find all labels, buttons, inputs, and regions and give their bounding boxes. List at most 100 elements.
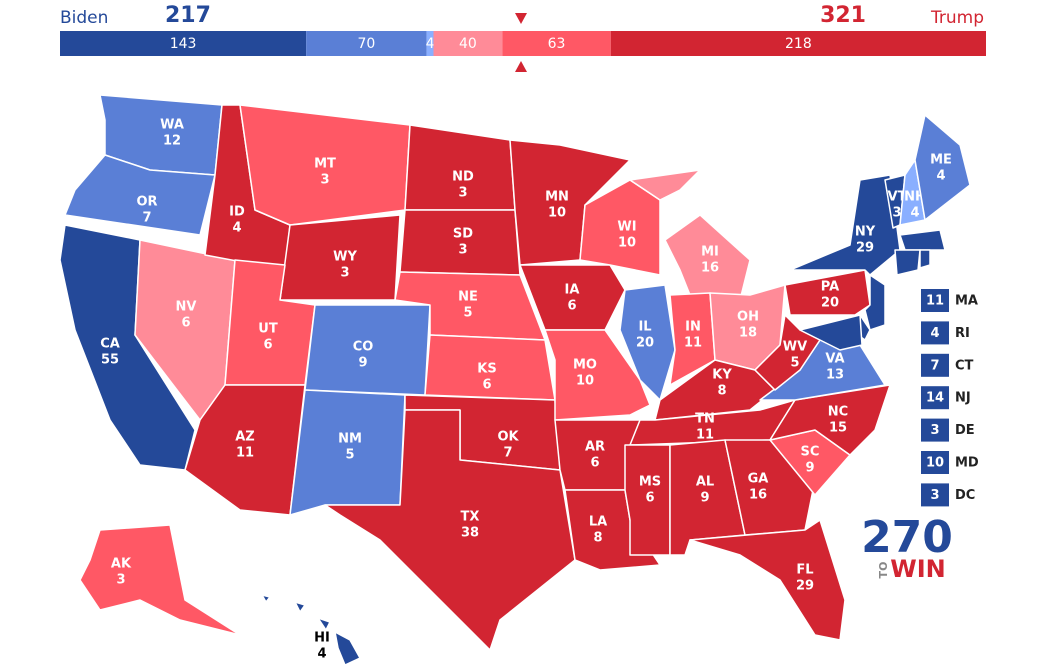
small-state-abbr: DE	[955, 423, 975, 438]
state-abbr: NV	[176, 300, 197, 315]
bar-segment	[433, 31, 503, 56]
state-abbr: KS	[477, 362, 496, 377]
small-state-box	[921, 418, 949, 442]
state-abbr: IN	[685, 320, 701, 335]
state-votes: 3	[458, 186, 467, 201]
small-state-votes: 3	[930, 488, 939, 503]
state-votes: 4	[936, 169, 945, 184]
state-abbr: MT	[314, 157, 336, 172]
logo-win: WIN	[890, 555, 946, 583]
state-votes: 6	[590, 456, 599, 471]
state-votes: 20	[636, 336, 654, 351]
map: WA12OR7CA55NV6ID4MT3WY3UT6AZ11CO9NM5ND3S…	[59, 94, 971, 666]
state-abbr: FL	[796, 563, 813, 578]
state	[769, 384, 891, 456]
state-votes: 11	[696, 428, 714, 443]
state-votes: 10	[576, 374, 594, 389]
state-votes: 6	[181, 316, 190, 331]
bar-segment	[426, 31, 434, 56]
state-abbr: VA	[825, 352, 844, 367]
small-state-votes: 14	[926, 391, 944, 406]
state-abbr: CA	[100, 337, 120, 352]
state-abbr: LA	[589, 515, 607, 530]
state-abbr: AZ	[235, 430, 255, 445]
state	[894, 249, 921, 276]
right-total: 321	[820, 3, 866, 28]
state-votes: 38	[461, 526, 479, 541]
small-state-box	[921, 483, 949, 507]
state-votes: 10	[618, 236, 636, 251]
state-votes: 3	[458, 243, 467, 258]
state-abbr: MS	[639, 475, 661, 490]
state	[317, 617, 331, 631]
state-abbr: KY	[712, 368, 732, 383]
state-abbr: NE	[458, 290, 478, 305]
state	[629, 169, 701, 201]
bar-segment	[610, 31, 986, 56]
state	[789, 174, 901, 276]
state-abbr: UT	[258, 322, 278, 337]
small-state-abbr: CT	[955, 358, 974, 373]
state-votes: 3	[892, 206, 901, 221]
small-state-abbr: NJ	[955, 391, 971, 406]
midpoint-marker	[515, 61, 527, 72]
state-votes: 16	[749, 488, 767, 503]
bar-label: 4	[426, 36, 435, 52]
state-abbr: MN	[545, 190, 569, 205]
logo: 270 TO WIN	[861, 512, 953, 583]
state-votes: 16	[701, 261, 719, 276]
bar-label: 63	[548, 36, 566, 52]
state-votes: 10	[548, 206, 566, 221]
right-candidate: Trump	[930, 8, 984, 28]
left-candidate: Biden	[60, 8, 108, 28]
state-abbr: IA	[565, 283, 580, 298]
small-state-abbr: MD	[955, 456, 979, 471]
logo-number: 270	[861, 512, 953, 563]
state-abbr: OK	[497, 430, 519, 445]
state-abbr: SD	[453, 227, 473, 242]
state-votes: 5	[790, 356, 799, 371]
state-abbr: AL	[696, 475, 714, 490]
state-votes: 8	[717, 384, 726, 399]
midpoint-marker	[515, 13, 527, 24]
small-state-abbr: RI	[955, 326, 970, 341]
state-votes: 29	[796, 579, 814, 594]
state-abbr: OR	[136, 195, 157, 210]
state-abbr: WV	[783, 340, 807, 355]
state-votes: 4	[910, 206, 919, 221]
bar-segment	[306, 31, 427, 56]
state-votes: 8	[593, 531, 602, 546]
state-votes: 9	[358, 356, 367, 371]
state-votes: 29	[856, 241, 874, 256]
state-votes: 15	[829, 421, 847, 436]
state-votes: 6	[567, 299, 576, 314]
state	[689, 519, 846, 641]
state-abbr: TN	[695, 412, 715, 427]
small-state-votes: 11	[926, 294, 944, 309]
small-state-votes: 7	[930, 358, 939, 373]
state-votes: 4	[232, 221, 241, 236]
state-votes: 3	[320, 173, 329, 188]
state-votes: 6	[482, 378, 491, 393]
state-votes: 55	[101, 353, 119, 368]
state-votes: 7	[142, 211, 151, 226]
state-abbr: AK	[111, 557, 132, 572]
state-abbr: SC	[801, 445, 820, 460]
state	[294, 601, 306, 613]
state	[914, 114, 971, 221]
state-abbr: NY	[855, 225, 876, 240]
state	[239, 104, 411, 226]
state-abbr: NM	[338, 432, 362, 447]
state-abbr: ND	[452, 170, 474, 185]
state-abbr: GA	[748, 472, 769, 487]
small-state-box	[921, 289, 949, 312]
state-abbr: HI	[314, 631, 330, 646]
state-abbr: NC	[828, 405, 848, 420]
small-state-votes: 4	[930, 326, 939, 341]
state-votes: 13	[826, 368, 844, 383]
state-abbr: MO	[573, 358, 597, 373]
bar-label: 40	[459, 36, 477, 52]
state-votes: 18	[739, 326, 757, 341]
state-abbr: WI	[617, 220, 636, 235]
